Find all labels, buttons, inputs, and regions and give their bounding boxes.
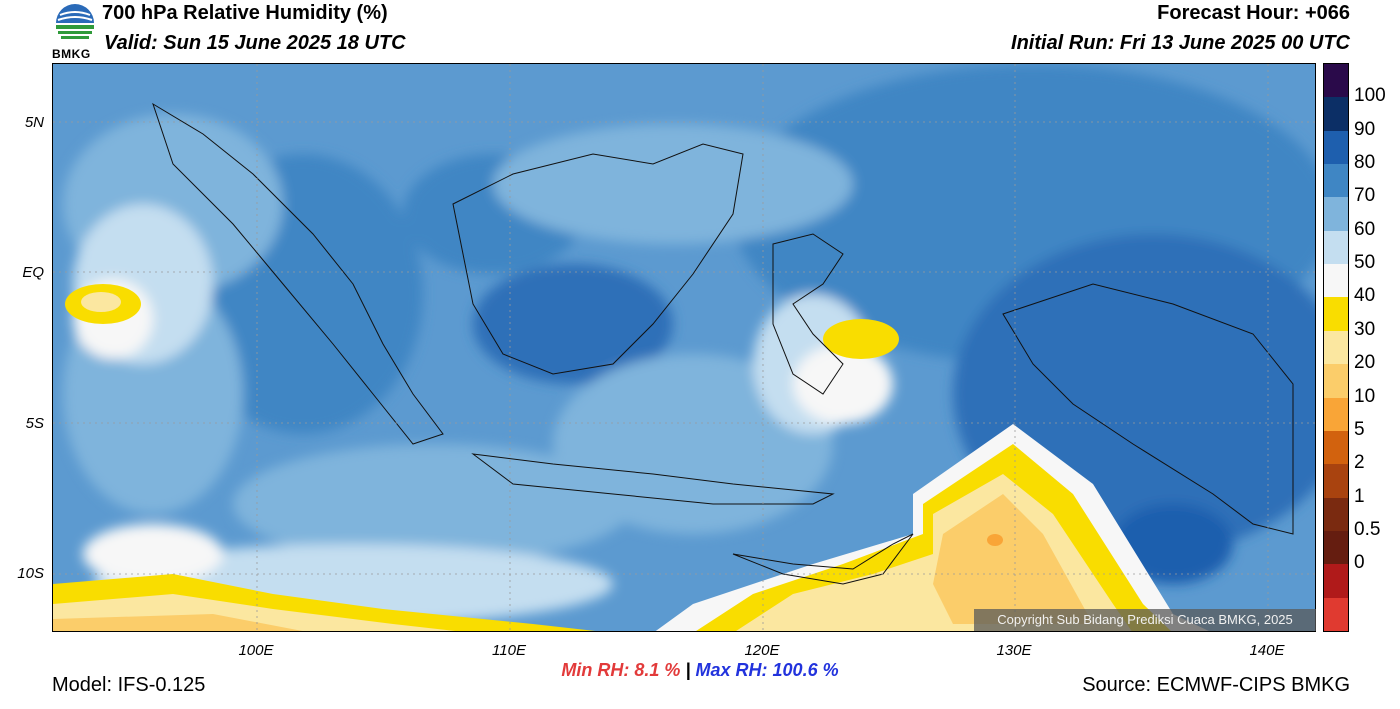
bmkg-logo bbox=[52, 1, 98, 59]
colorbar-label: 70 bbox=[1354, 185, 1376, 207]
min-rh-value: 8.1 % bbox=[634, 660, 681, 680]
colorbar-segment bbox=[1324, 164, 1348, 198]
lat-label-5n: 5N bbox=[24, 114, 44, 131]
forecast-hour: Forecast Hour: +066 bbox=[1157, 2, 1350, 24]
lon-label-140e: 140E bbox=[1249, 642, 1285, 659]
colorbar-segment bbox=[1324, 64, 1348, 98]
colorbar-segment bbox=[1324, 297, 1348, 332]
colorbar-label: 1 bbox=[1354, 485, 1365, 507]
colorbar-label: 100 bbox=[1354, 85, 1386, 107]
colorbar-segment bbox=[1324, 597, 1348, 632]
map-canvas bbox=[53, 64, 1315, 631]
colorbar-label: 50 bbox=[1354, 252, 1376, 274]
max-rh-value: 100.6 % bbox=[772, 660, 839, 680]
initial-run: Initial Run: Fri 13 June 2025 00 UTC bbox=[1011, 32, 1350, 54]
colorbar-label: 10 bbox=[1354, 385, 1376, 407]
chart-title: 700 hPa Relative Humidity (%) bbox=[102, 2, 388, 24]
lon-label-110e: 110E bbox=[492, 642, 526, 659]
logo-text: BMKG bbox=[52, 47, 91, 61]
colorbar bbox=[1323, 63, 1349, 632]
colorbar-label: 5 bbox=[1354, 418, 1365, 440]
humidity-map bbox=[52, 63, 1316, 632]
colorbar-label: 0.5 bbox=[1354, 518, 1381, 540]
colorbar-segment bbox=[1324, 97, 1348, 132]
model-info: Model: IFS-0.125 bbox=[52, 674, 206, 696]
colorbar-segment bbox=[1324, 364, 1348, 399]
colorbar-segment bbox=[1324, 530, 1348, 565]
colorbar-label: 20 bbox=[1354, 352, 1376, 374]
lat-label-eq: EQ bbox=[22, 264, 44, 281]
max-rh-label: Max RH: bbox=[695, 660, 768, 680]
colorbar-segment bbox=[1324, 230, 1348, 265]
valid-time: Valid: Sun 15 June 2025 18 UTC bbox=[104, 32, 406, 54]
colorbar-segment bbox=[1324, 464, 1348, 499]
lat-label-10s: 10S bbox=[17, 565, 44, 582]
colorbar-segment bbox=[1324, 330, 1348, 365]
lon-label-120e: 120E bbox=[744, 642, 780, 659]
colorbar-label: 2 bbox=[1354, 452, 1365, 474]
colorbar-label: 60 bbox=[1354, 218, 1376, 240]
colorbar-segment bbox=[1324, 130, 1348, 165]
rh-stats: Min RH: 8.1 % | Max RH: 100.6 % bbox=[0, 660, 1400, 681]
colorbar-segment bbox=[1324, 197, 1348, 232]
source-info: Source: ECMWF-CIPS BMKG bbox=[1082, 674, 1350, 696]
lon-label-100e: 100E bbox=[238, 642, 274, 659]
colorbar-label: 80 bbox=[1354, 152, 1376, 174]
lat-label-5s: 5S bbox=[25, 415, 44, 432]
stats-separator: | bbox=[685, 660, 691, 680]
colorbar-label: 40 bbox=[1354, 285, 1376, 307]
colorbar-label: 90 bbox=[1354, 118, 1376, 140]
copyright-notice: Copyright Sub Bidang Prediksi Cuaca BMKG… bbox=[974, 609, 1316, 631]
lon-label-130e: 130E bbox=[996, 642, 1032, 659]
colorbar-segment bbox=[1324, 564, 1348, 599]
colorbar-label: 0 bbox=[1354, 552, 1365, 574]
colorbar-segment bbox=[1324, 264, 1348, 298]
colorbar-label: 30 bbox=[1354, 318, 1376, 340]
colorbar-segment bbox=[1324, 397, 1348, 432]
colorbar-segment bbox=[1324, 430, 1348, 465]
colorbar-segment bbox=[1324, 497, 1348, 532]
min-rh-label: Min RH: bbox=[561, 660, 630, 680]
